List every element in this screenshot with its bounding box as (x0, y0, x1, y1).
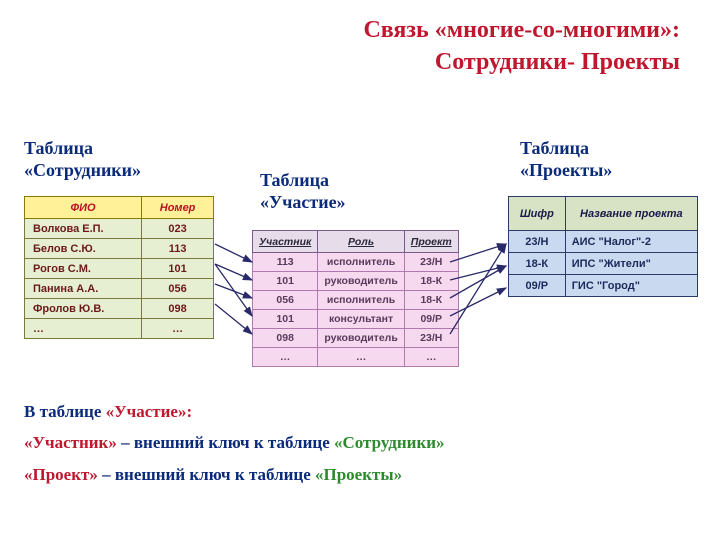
table-cell: руководитель (318, 272, 404, 291)
table-row: ……… (253, 348, 459, 367)
title-line-2: Сотрудники- Проекты (435, 49, 680, 75)
participation-label: Таблица «Участие» (260, 170, 346, 213)
projects-label: Таблица «Проекты» (520, 138, 612, 181)
table-cell: 09/Р (509, 275, 566, 297)
relation-arrow (215, 304, 252, 334)
col-header: Роль (318, 231, 404, 253)
table-row: …… (25, 319, 214, 339)
projects-body: 23/НАИС "Налог"-218-КИПС "Жители"09/РГИС… (509, 231, 698, 297)
table-cell: 09/Р (404, 310, 458, 329)
table-row: 056исполнитель18-К (253, 291, 459, 310)
page-title: Связь «многие-со-многими»: Сотрудники- П… (363, 14, 680, 79)
table-cell: Белов С.Ю. (25, 239, 142, 259)
note-line-3: «Проект» – внешний ключ к таблице «Проек… (24, 459, 445, 490)
table-cell: 023 (142, 219, 214, 239)
table-cell: ИПС "Жители" (565, 253, 697, 275)
employees-table: ФИО Номер Волкова Е.П.023Белов С.Ю.113Ро… (24, 196, 214, 339)
table-cell: 113 (142, 239, 214, 259)
col-header: ФИО (25, 197, 142, 219)
table-cell: 098 (142, 299, 214, 319)
relation-arrow (215, 244, 252, 262)
table-cell: … (404, 348, 458, 367)
table-row: Волкова Е.П.023 (25, 219, 214, 239)
col-header: Участник (253, 231, 318, 253)
table-cell: Рогов С.М. (25, 259, 142, 279)
table-cell: 18-К (509, 253, 566, 275)
table-cell: Волкова Е.П. (25, 219, 142, 239)
note-line-2: «Участник» – внешний ключ к таблице «Сот… (24, 427, 445, 458)
title-line-1: Связь «многие-со-многими»: (363, 17, 680, 43)
col-header: Номер (142, 197, 214, 219)
table-cell: … (25, 319, 142, 339)
table-cell: 056 (253, 291, 318, 310)
employees-label: Таблица «Сотрудники» (24, 138, 141, 181)
table-row: 18-КИПС "Жители" (509, 253, 698, 275)
table-cell: исполнитель (318, 291, 404, 310)
table-cell: АИС "Налог"-2 (565, 231, 697, 253)
table-row: Белов С.Ю.113 (25, 239, 214, 259)
participation-body: 113исполнитель23/Н101руководитель18-К056… (253, 253, 459, 367)
table-cell: 101 (253, 272, 318, 291)
relation-arrow (215, 264, 252, 316)
table-row: 101руководитель18-К (253, 272, 459, 291)
table-cell: 18-К (404, 272, 458, 291)
table-cell: 101 (253, 310, 318, 329)
relation-arrow (215, 264, 252, 280)
participation-table: Участник Роль Проект 113исполнитель23/Н1… (252, 230, 459, 367)
table-cell: руководитель (318, 329, 404, 348)
table-cell: 23/Н (509, 231, 566, 253)
table-row: 101консультант09/Р (253, 310, 459, 329)
employees-body: Волкова Е.П.023Белов С.Ю.113Рогов С.М.10… (25, 219, 214, 339)
table-cell: консультант (318, 310, 404, 329)
table-row: Фролов Ю.В.098 (25, 299, 214, 319)
table-row: 23/НАИС "Налог"-2 (509, 231, 698, 253)
table-cell: 098 (253, 329, 318, 348)
table-cell: … (318, 348, 404, 367)
table-cell: Панина А.А. (25, 279, 142, 299)
col-header: Проект (404, 231, 458, 253)
table-cell: 23/Н (404, 329, 458, 348)
table-cell: Фролов Ю.В. (25, 299, 142, 319)
relation-arrow (215, 284, 252, 298)
col-header: Шифр (509, 197, 566, 231)
table-cell: 056 (142, 279, 214, 299)
table-cell: … (142, 319, 214, 339)
notes-block: В таблице «Участие»: «Участник» – внешни… (24, 396, 445, 490)
projects-table: Шифр Название проекта 23/НАИС "Налог"-21… (508, 196, 698, 297)
table-cell: 23/Н (404, 253, 458, 272)
note-line-1: В таблице «Участие»: (24, 396, 445, 427)
table-cell: ГИС "Город" (565, 275, 697, 297)
table-cell: 18-К (404, 291, 458, 310)
table-row: 113исполнитель23/Н (253, 253, 459, 272)
col-header: Название проекта (565, 197, 697, 231)
table-cell: … (253, 348, 318, 367)
table-row: 098руководитель23/Н (253, 329, 459, 348)
table-row: Рогов С.М.101 (25, 259, 214, 279)
table-row: 09/РГИС "Город" (509, 275, 698, 297)
table-cell: 113 (253, 253, 318, 272)
table-cell: 101 (142, 259, 214, 279)
table-row: Панина А.А.056 (25, 279, 214, 299)
table-cell: исполнитель (318, 253, 404, 272)
